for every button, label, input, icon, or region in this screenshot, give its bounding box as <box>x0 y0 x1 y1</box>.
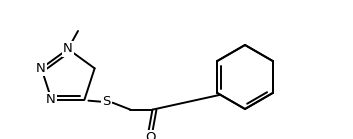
Text: N: N <box>63 43 73 55</box>
Text: S: S <box>102 95 110 108</box>
Text: N: N <box>36 62 45 75</box>
Text: N: N <box>46 93 55 106</box>
Text: O: O <box>145 131 156 139</box>
